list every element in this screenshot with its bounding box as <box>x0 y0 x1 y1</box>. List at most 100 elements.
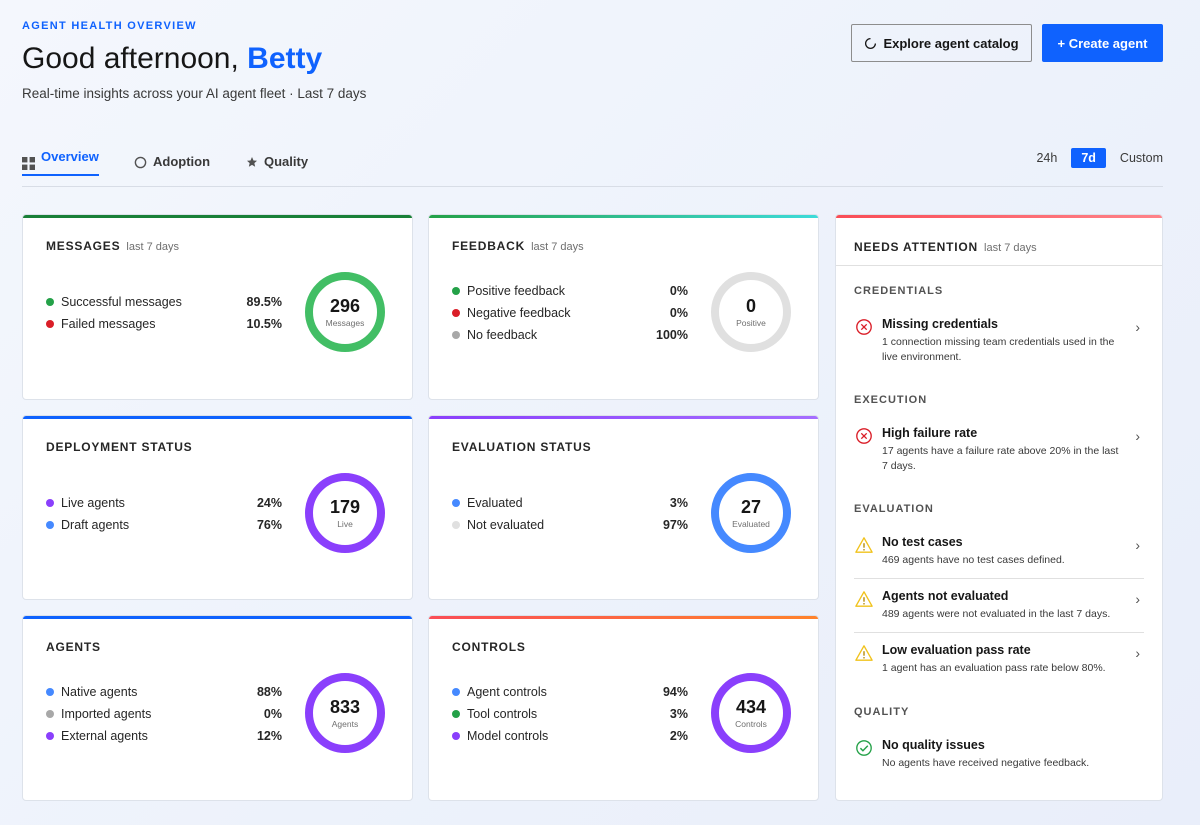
legend-label: No feedback <box>467 328 538 342</box>
issue-title: Missing credentials <box>882 317 999 331</box>
card-title-text: AGENTS <box>46 640 101 654</box>
panel-header: NEEDS ATTENTION last 7 days <box>836 215 1162 266</box>
issue-missing-credentials[interactable]: Missing credentials 1 connection missing… <box>854 317 1144 365</box>
card-accent-bar <box>429 616 818 619</box>
legend-dot <box>452 287 460 295</box>
range-custom[interactable]: Custom <box>1119 151 1163 165</box>
issue-title: Agents not evaluated <box>882 589 1009 603</box>
legend-value: 88% <box>256 685 282 699</box>
donut-ring: 296 Messages <box>305 272 385 352</box>
legend-value: 24% <box>256 496 282 510</box>
legend-dot <box>452 499 460 507</box>
donut-ring: 179 Live <box>305 473 385 553</box>
legend-value: 3% <box>669 707 688 721</box>
card-title-text: EVALUATION STATUS <box>452 440 592 454</box>
legend-value: 12% <box>256 729 282 743</box>
range-24h[interactable]: 24h <box>1036 151 1058 165</box>
star-icon <box>247 157 257 167</box>
chevron-right-icon: › <box>1135 319 1140 335</box>
legend-label: External agents <box>61 729 148 743</box>
tab-adoption[interactable]: Adoption <box>134 154 210 182</box>
tab-bar: Overview Adoption Quality <box>22 148 1163 187</box>
card-title: EVALUATION STATUS <box>452 440 591 454</box>
grid-icon <box>22 157 35 170</box>
ring-value: 434 <box>735 697 767 717</box>
range-7d[interactable]: 7d <box>1071 148 1106 168</box>
card-legend: Native agents 88% Imported agents 0% Exter… <box>46 681 282 747</box>
legend-dot <box>452 732 460 740</box>
issue-agents-not-evaluated[interactable]: Agents not evaluated 489 agents were not… <box>854 589 1144 622</box>
warning-icon <box>855 537 873 553</box>
legend-dot <box>46 732 54 740</box>
legend-row: Failed messages 10.5% <box>46 313 282 335</box>
evaluation-status-card: EVALUATION STATUS Evaluated 3% Not evalua… <box>428 415 819 600</box>
card-accent-bar <box>23 616 412 619</box>
legend-label: Successful messages <box>61 295 182 309</box>
ring-value: 296 <box>329 296 361 316</box>
explore-agent-catalog-button[interactable]: Explore agent catalog <box>851 24 1032 62</box>
card-title-text: NEEDS ATTENTION <box>854 240 979 254</box>
issue-no-quality-issues[interactable]: No quality issues No agents have receive… <box>854 738 1144 771</box>
ring-value: 179 <box>329 497 361 517</box>
legend-label: Live agents <box>61 496 125 510</box>
legend-dot <box>452 309 460 317</box>
card-title: DEPLOYMENT STATUS <box>46 440 193 454</box>
error-circle-icon <box>856 319 872 335</box>
warning-icon <box>855 591 873 607</box>
tab-overview[interactable]: Overview <box>22 148 99 176</box>
legend-label: Tool controls <box>467 707 538 721</box>
needs-attention-panel: NEEDS ATTENTION last 7 days CREDENTIALS M… <box>835 214 1163 801</box>
legend-row: Negative feedback 0% <box>452 302 688 324</box>
issue-no-test-cases[interactable]: No test cases 469 agents have no test ca… <box>854 535 1144 568</box>
legend-dot <box>452 331 460 339</box>
header-actions: Explore agent catalog + Create agent <box>851 24 1163 62</box>
chevron-right-icon: › <box>1135 591 1140 607</box>
legend-label: Model controls <box>467 729 549 743</box>
feedback-card: FEEDBACK last 7 days Positive feedback 0% … <box>428 214 819 400</box>
legend-label: Negative feedback <box>467 306 571 320</box>
ring-value: 833 <box>329 697 361 717</box>
ring-caption: Evaluated <box>732 519 770 529</box>
tab-quality[interactable]: Quality <box>246 154 308 182</box>
legend-row: Successful messages 89.5% <box>46 291 282 313</box>
legend-dot <box>46 710 54 718</box>
check-circle-icon <box>856 740 872 756</box>
issue-title: No quality issues <box>882 738 985 752</box>
legend-row: Draft agents 76% <box>46 514 282 536</box>
agents-card: AGENTS Native agents 88% Imported agents 0… <box>22 615 413 801</box>
section-label-evaluation: EVALUATION <box>854 503 934 515</box>
ring-caption: Positive <box>736 318 766 328</box>
legend-label: Native agents <box>61 685 138 699</box>
legend-dot <box>46 320 54 328</box>
issue-low-evaluation-pass-rate[interactable]: Low evaluation pass rate 1 agent has an … <box>854 643 1144 676</box>
card-title-text: DEPLOYMENT STATUS <box>46 440 193 454</box>
tab-adoption-label: Adoption <box>153 154 211 169</box>
issue-title: No test cases <box>882 535 963 549</box>
card-accent-bar <box>23 215 412 218</box>
issue-description: No agents have received negative feedbac… <box>882 757 1090 769</box>
legend-value: 100% <box>656 328 688 342</box>
donut-ring: 434 Controls <box>711 673 791 753</box>
divider <box>854 578 1144 579</box>
legend-label: Draft agents <box>61 518 130 532</box>
card-title-text: MESSAGES <box>46 239 121 253</box>
card-subtitle: last 7 days <box>984 242 1037 254</box>
legend-row: Imported agents 0% <box>46 703 282 725</box>
legend-label: Failed messages <box>61 317 156 331</box>
create-agent-button[interactable]: + Create agent <box>1042 24 1163 62</box>
issue-high-failure-rate[interactable]: High failure rate 17 agents have a failu… <box>854 426 1144 474</box>
legend-row: Agent controls 94% <box>452 681 688 703</box>
ring-value: 0 <box>745 296 756 316</box>
legend-row: No feedback 100% <box>452 324 688 346</box>
legend-value: 97% <box>662 518 688 532</box>
issue-description: 1 connection missing team credentials us… <box>882 336 1115 363</box>
legend-dot <box>46 298 54 306</box>
card-accent-bar <box>429 416 818 419</box>
tab-overview-label: Overview <box>41 149 99 164</box>
card-title: AGENTS <box>46 640 101 654</box>
ring-caption: Live <box>337 519 353 529</box>
user-name: Betty <box>247 42 323 75</box>
card-accent-bar <box>836 215 1162 218</box>
issue-description: 1 agent has an evaluation pass rate belo… <box>882 662 1106 674</box>
issue-description: 489 agents were not evaluated in the las… <box>882 608 1111 620</box>
